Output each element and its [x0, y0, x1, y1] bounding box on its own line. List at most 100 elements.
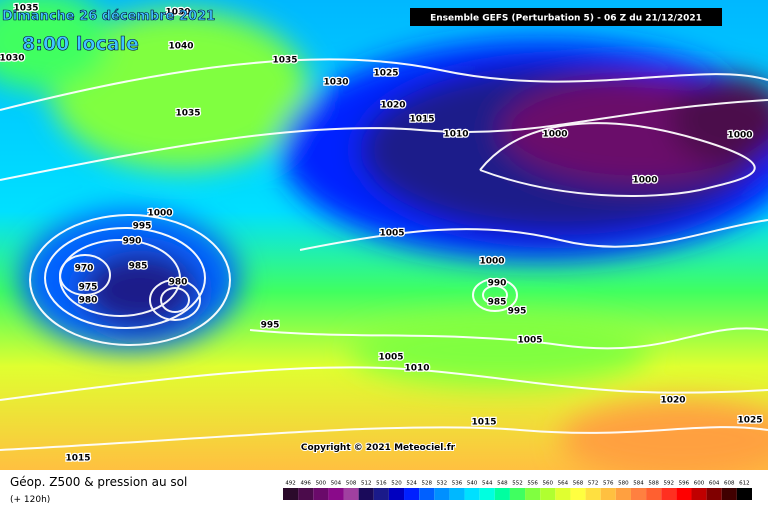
isobar-label: 975: [79, 283, 98, 293]
isobar-label: 1015: [409, 115, 434, 125]
scale-swatch: [313, 488, 329, 500]
isobar-label: 1035: [175, 109, 200, 119]
scale-swatch: [570, 488, 586, 500]
scale-swatch: [676, 488, 692, 500]
scale-swatch: [434, 488, 450, 500]
scale-swatch: [736, 488, 752, 500]
scale-label: 552: [512, 481, 523, 487]
isobar-label: 1000: [542, 130, 567, 140]
scale-label: 544: [482, 481, 493, 487]
isobar-label: 995: [133, 222, 152, 232]
isobar-label: 970: [75, 264, 94, 274]
copyright: Copyright © 2021 Meteociel.fr: [301, 443, 456, 453]
isobar-label: 1005: [517, 336, 542, 346]
scale-swatch: [404, 488, 420, 500]
isobar-label: 1000: [727, 131, 752, 141]
isobar-label: 1015: [471, 418, 496, 428]
scale-label: 560: [543, 481, 554, 487]
scale-swatch: [691, 488, 707, 500]
isobar-label: 1000: [479, 257, 504, 267]
isobar-label: 1000: [147, 209, 172, 219]
isobar-label: 1010: [443, 130, 468, 140]
scale-swatch: [706, 488, 722, 500]
isobar-label: 1005: [379, 229, 404, 239]
scale-label: 508: [346, 481, 357, 487]
isobar-label: 985: [129, 262, 148, 272]
scale-swatch: [464, 488, 480, 500]
map-background: [0, 0, 768, 480]
scale-label: 536: [452, 481, 463, 487]
run-box: [410, 8, 722, 26]
scale-swatch: [661, 488, 677, 500]
isobar-label: 1035: [13, 4, 38, 14]
scale-label: 572: [588, 481, 599, 487]
scale-label: 532: [437, 481, 448, 487]
isobar-label: 1035: [272, 56, 297, 66]
isobar-label: 980: [79, 296, 98, 306]
scale-label: 556: [527, 481, 538, 487]
scale-swatch: [419, 488, 435, 500]
scale-swatch: [615, 488, 631, 500]
scale-swatch: [555, 488, 571, 500]
scale-swatch: [525, 488, 541, 500]
scale-swatch: [358, 488, 374, 500]
scale-label: 592: [664, 481, 675, 487]
isobar-label: 1010: [404, 364, 429, 374]
isobar-label: 990: [488, 279, 507, 289]
isobar-label: 1000: [632, 176, 657, 186]
scale-swatch: [600, 488, 616, 500]
scale-swatch: [540, 488, 556, 500]
scale-label: 564: [558, 481, 569, 487]
scale-label: 588: [648, 481, 659, 487]
isobar-label: 1030: [323, 78, 348, 88]
scale-label: 596: [679, 481, 690, 487]
scale-swatch: [343, 488, 359, 500]
scale-swatch: [283, 488, 299, 500]
isobar-label: 990: [123, 237, 142, 247]
scale-label: 516: [376, 481, 387, 487]
scale-swatch: [646, 488, 662, 500]
scale-label: 504: [331, 481, 342, 487]
scale-label: 512: [361, 481, 372, 487]
footer-lead: (+ 120h): [10, 495, 50, 505]
isobar-label: 995: [261, 321, 280, 331]
isobar-label: 980: [169, 278, 188, 288]
scale-swatch: [298, 488, 314, 500]
scale-label: 604: [709, 481, 720, 487]
scale-label: 580: [618, 481, 629, 487]
scale-label: 492: [285, 481, 296, 487]
scale-label: 548: [497, 481, 508, 487]
time-title: 8:00 locale: [22, 33, 139, 55]
scale-label: 584: [633, 481, 644, 487]
isobar-label: 1025: [373, 69, 398, 79]
scale-label: 528: [421, 481, 432, 487]
isobar-label: 1015: [65, 454, 90, 464]
scale-label: 576: [603, 481, 614, 487]
isobar-label: 1005: [378, 353, 403, 363]
scale-label: 612: [739, 481, 750, 487]
isobar-label: 1040: [168, 42, 193, 52]
scale-label: 608: [724, 481, 735, 487]
scale-swatch: [494, 488, 510, 500]
scale-label: 540: [467, 481, 478, 487]
scale-swatch: [509, 488, 526, 500]
isobar-label: 1030: [165, 8, 190, 18]
run-info: Ensemble GEFS (Perturbation 5) - 06 Z du…: [430, 14, 702, 24]
scale-swatch: [328, 488, 344, 500]
scale-swatch: [585, 488, 601, 500]
scale-swatch: [479, 488, 495, 500]
scale-label: 520: [391, 481, 402, 487]
scale-swatch: [721, 488, 737, 500]
isobar-label: 995: [508, 307, 527, 317]
scale-swatch: [373, 488, 389, 500]
scale-swatch: [388, 488, 405, 500]
scale-label: 496: [300, 481, 311, 487]
date-title: Dimanche 26 décembre 2021: [2, 9, 215, 24]
scale-label: 600: [694, 481, 705, 487]
footer-title: Géop. Z500 & pression au sol: [10, 475, 187, 489]
isobar-label: 1020: [380, 101, 405, 111]
scale-label: 524: [406, 481, 417, 487]
isobar-label: 1025: [737, 416, 762, 426]
scale-label: 500: [316, 481, 327, 487]
